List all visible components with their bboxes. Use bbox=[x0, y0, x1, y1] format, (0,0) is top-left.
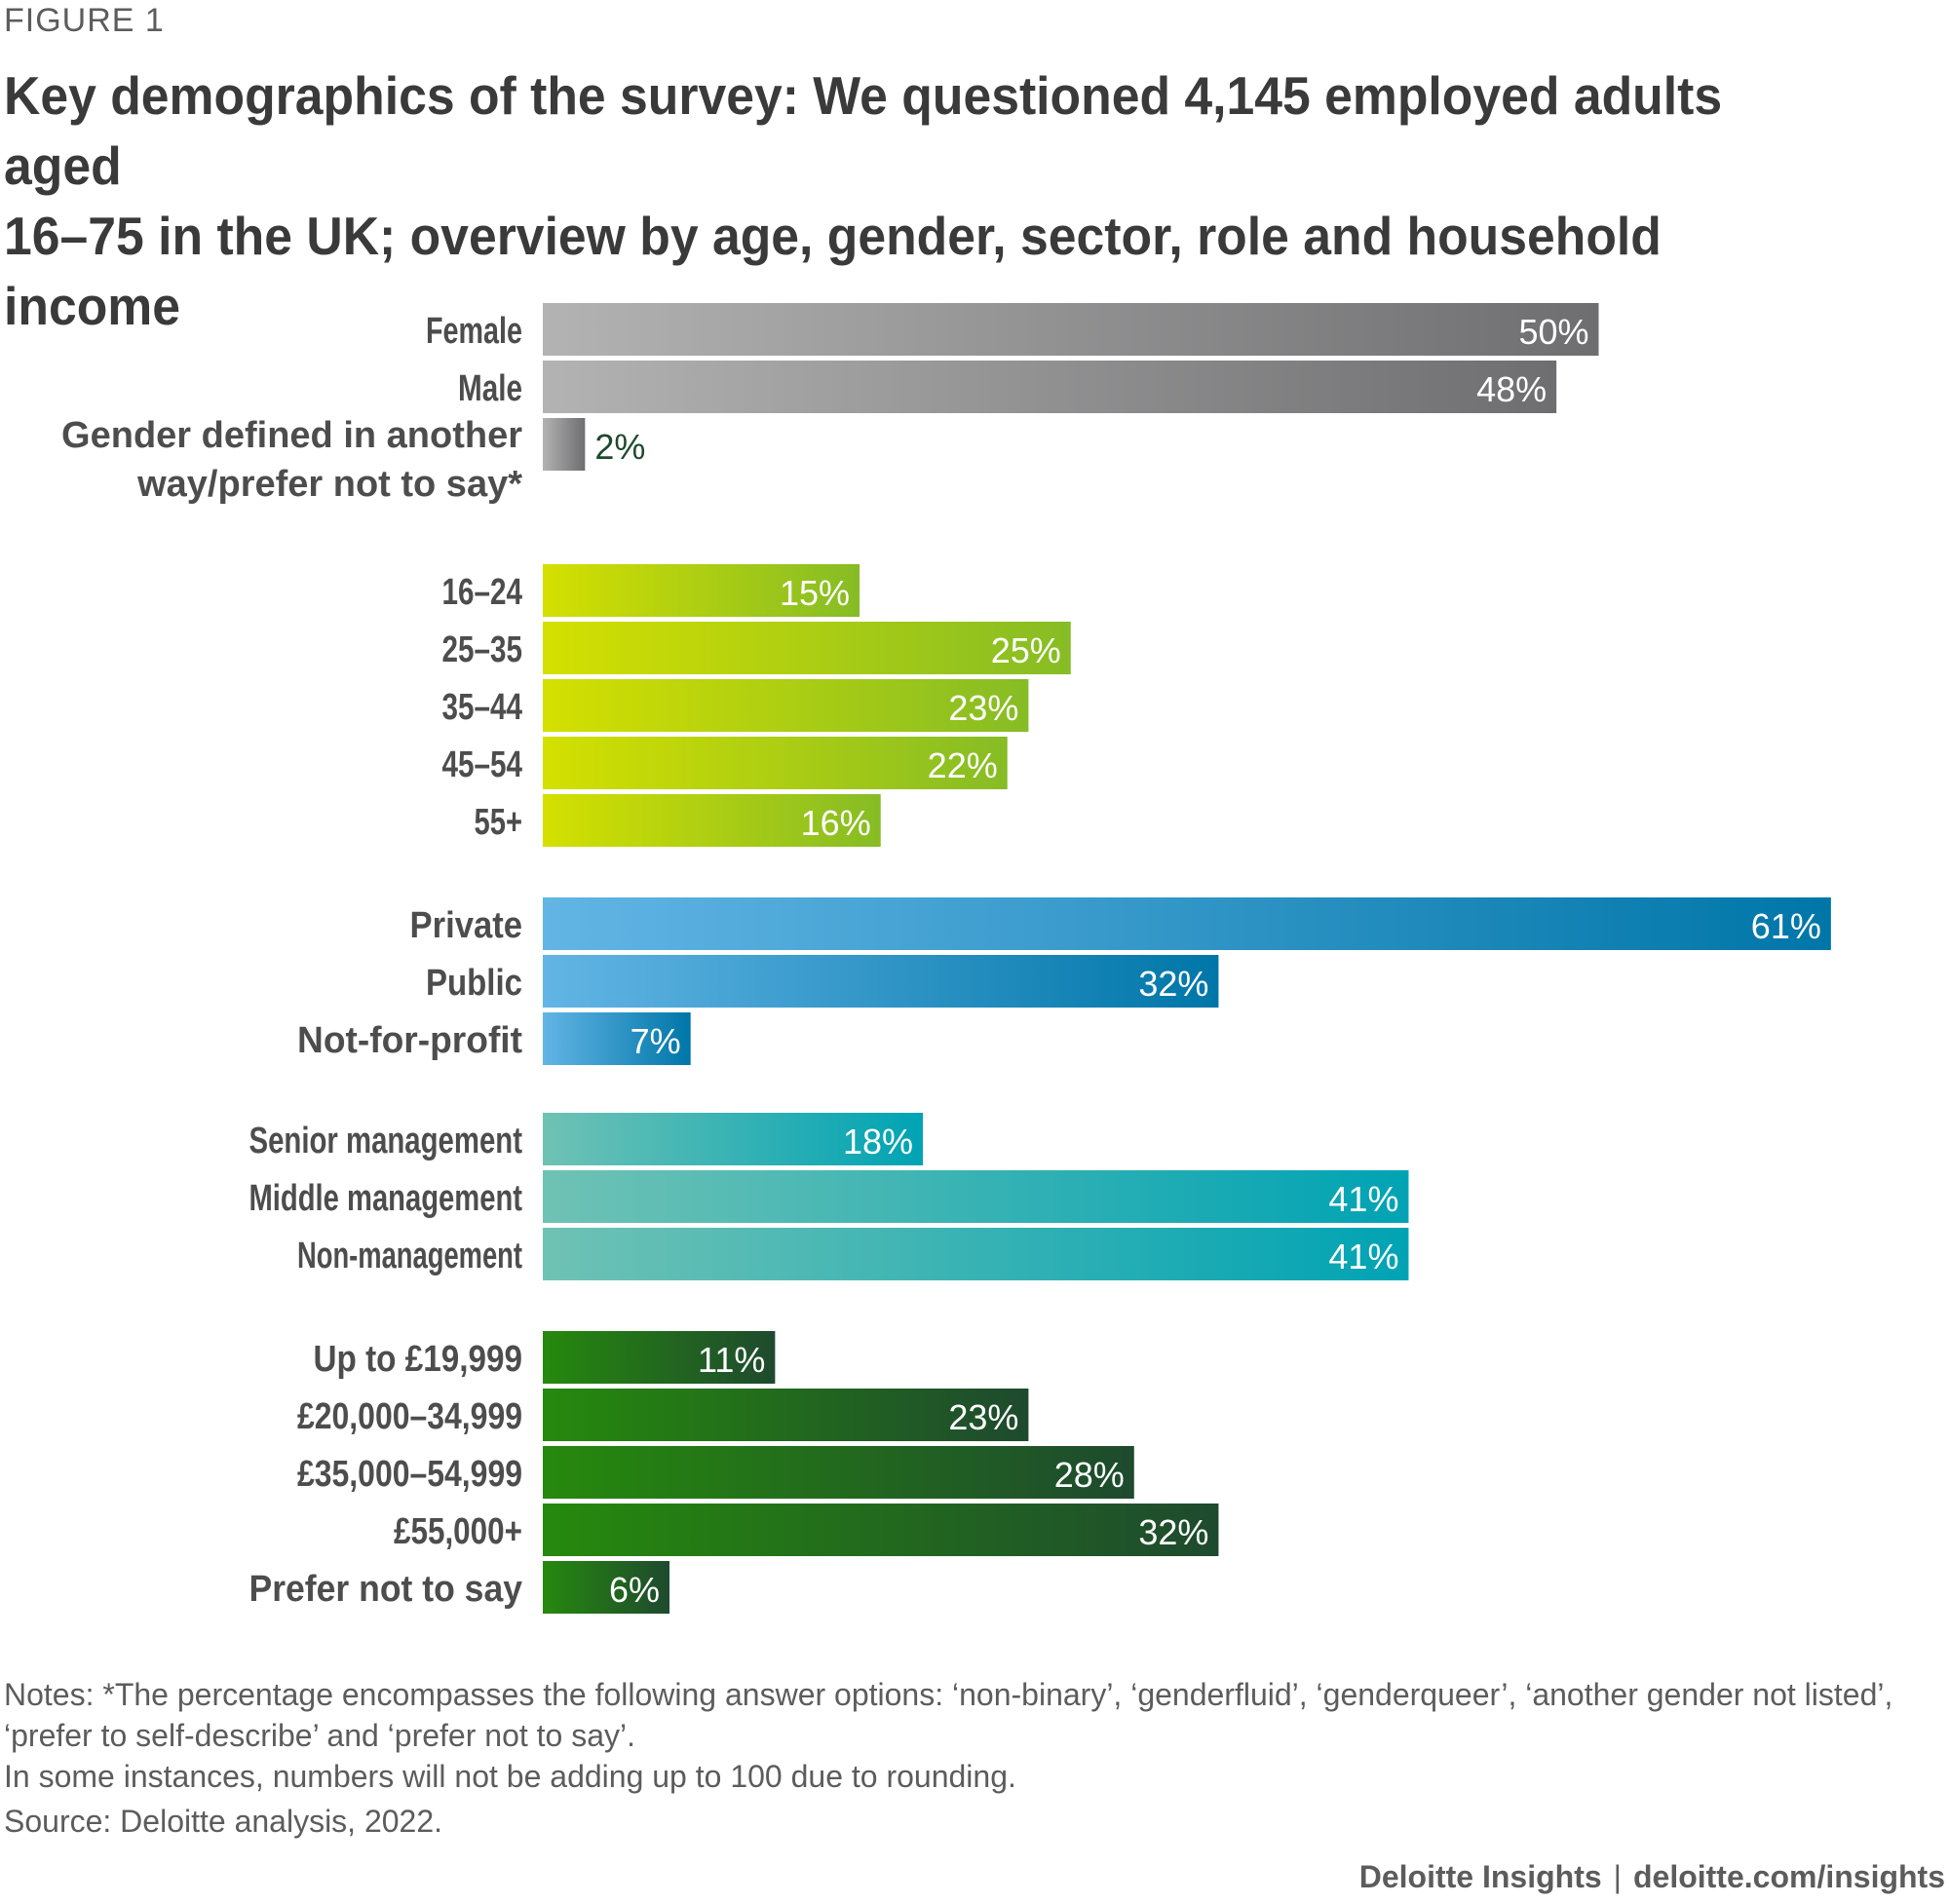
value-label: 7% bbox=[631, 1021, 681, 1061]
value-label: 48% bbox=[1476, 369, 1547, 409]
value-label: 41% bbox=[1328, 1179, 1398, 1219]
bar-income-1 bbox=[543, 1331, 776, 1384]
value-label: 15% bbox=[780, 573, 850, 613]
notes-line-1: Notes: *The percentage encompasses the f… bbox=[4, 1677, 1893, 1753]
category-label: 55+55+ bbox=[475, 802, 523, 843]
bar-role-1 bbox=[543, 1113, 924, 1165]
bar-income-3 bbox=[543, 1446, 1134, 1499]
value-label: 28% bbox=[1054, 1455, 1125, 1495]
value-label: 23% bbox=[948, 688, 1018, 728]
bar-age-3 bbox=[543, 679, 1029, 732]
bar-gender-1 bbox=[543, 303, 1599, 356]
category-label: Senior managementSenior management bbox=[249, 1121, 523, 1161]
bar-age-5 bbox=[543, 794, 881, 847]
value-label: 6% bbox=[609, 1570, 660, 1610]
category-label: Not-for-profitNot-for-profit bbox=[297, 1020, 522, 1061]
value-label: 32% bbox=[1138, 964, 1208, 1004]
bar-gender-3 bbox=[543, 418, 586, 471]
source-line: Source: Deloitte analysis, 2022. bbox=[4, 1804, 443, 1839]
bar-age-2 bbox=[543, 622, 1071, 674]
footer-brand: Deloitte Insights bbox=[1358, 1859, 1602, 1894]
category-label: Gender defined in another way/prefer not … bbox=[61, 415, 522, 505]
category-label: 45–5445–54 bbox=[442, 744, 523, 785]
bar-age-1 bbox=[543, 564, 860, 617]
category-label: Up to £19,999Up to £19,999 bbox=[314, 1339, 523, 1380]
category-label: FemaleFemale bbox=[426, 311, 522, 352]
category-label: PrivatePrivate bbox=[410, 905, 523, 946]
value-label: 61% bbox=[1751, 906, 1821, 946]
category-label: MaleMale bbox=[458, 368, 522, 409]
footer-separator: | bbox=[1613, 1859, 1622, 1894]
value-label: 25% bbox=[991, 630, 1061, 670]
bar-sector-3 bbox=[543, 1012, 691, 1065]
footer: Deloitte Insights | deloitte.com/insights bbox=[1359, 1859, 1945, 1895]
chart-title: Key demographics of the survey: We quest… bbox=[4, 65, 1723, 336]
bar-income-5 bbox=[543, 1561, 670, 1614]
category-label: £55,000+£55,000+ bbox=[394, 1511, 522, 1552]
bar-role-2 bbox=[543, 1170, 1409, 1223]
category-label: £20,000–34,999£20,000–34,999 bbox=[297, 1396, 522, 1437]
figure-label: FIGURE 1 bbox=[4, 2, 165, 39]
bar-sector-1 bbox=[543, 897, 1831, 950]
notes: Notes: *The percentage encompasses the f… bbox=[4, 1674, 1943, 1842]
value-label: 18% bbox=[843, 1122, 913, 1161]
value-label: 16% bbox=[801, 803, 871, 843]
notes-line-2: In some instances, numbers will not be a… bbox=[4, 1759, 1016, 1794]
value-label: 2% bbox=[594, 427, 645, 467]
value-label: 32% bbox=[1138, 1512, 1208, 1552]
category-label: Prefer not to sayPrefer not to say bbox=[249, 1569, 523, 1610]
category-label: Middle managementMiddle management bbox=[249, 1178, 523, 1219]
value-label: 41% bbox=[1328, 1237, 1398, 1276]
category-label: 16–2416–24 bbox=[442, 572, 523, 613]
value-label: 22% bbox=[928, 745, 998, 785]
footer-link[interactable]: deloitte.com/insights bbox=[1632, 1859, 1945, 1894]
bar-income-2 bbox=[543, 1389, 1029, 1441]
category-label: 35–4435–44 bbox=[442, 687, 523, 728]
value-label: 11% bbox=[698, 1340, 765, 1380]
bar-income-4 bbox=[543, 1504, 1219, 1556]
bar-sector-2 bbox=[543, 955, 1219, 1008]
category-label: £35,000–54,999£35,000–54,999 bbox=[297, 1454, 522, 1495]
value-label: 50% bbox=[1518, 312, 1588, 352]
value-label: 23% bbox=[948, 1397, 1018, 1437]
bar-chart: FemaleFemale 50% MaleMale 48% Gender defined… bbox=[61, 303, 1831, 1614]
category-label: PublicPublic bbox=[426, 963, 522, 1004]
bar-age-4 bbox=[543, 737, 1008, 789]
category-label: Non-managementNon-management bbox=[297, 1236, 522, 1276]
bar-gender-2 bbox=[543, 361, 1557, 413]
bar-role-3 bbox=[543, 1228, 1409, 1280]
